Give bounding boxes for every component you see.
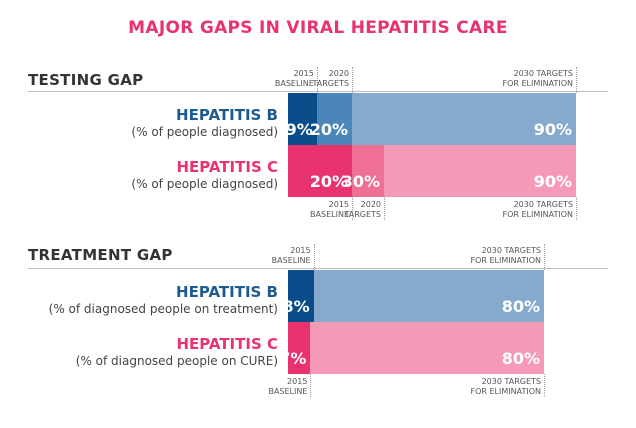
bar-value-label: 20% — [309, 120, 348, 139]
marker-label: 2020 TARGETS — [344, 200, 381, 220]
bar-value-label: 90% — [533, 120, 572, 139]
marker-label: 2020 TARGETS — [312, 69, 349, 89]
marker-tick — [310, 374, 312, 397]
marker-label: 2030 TARGETS FOR ELIMINATION — [471, 246, 542, 266]
marker-tick — [576, 67, 577, 93]
bar-value-label: 30% — [341, 172, 380, 191]
main-title: MAJOR GAPS IN VIRAL HEPATITIS CARE — [128, 18, 508, 38]
row-title: HEPATITIS C — [176, 335, 278, 353]
marker-line-text: 2020 — [328, 69, 349, 78]
marker-line-text: BASELINE — [274, 79, 314, 88]
bar-segment — [313, 270, 544, 322]
row-subtitle: (% of diagnosed people on CURE) — [75, 354, 278, 368]
bar-segment — [352, 145, 384, 197]
row-subtitle: (% of people diagnosed) — [131, 177, 278, 191]
marker-line-text: 2015 — [328, 200, 349, 209]
marker-label: 2030 TARGETS FOR ELIMINATION — [503, 69, 574, 89]
section-divider — [28, 91, 608, 92]
marker-line-text: BASELINE — [271, 256, 311, 265]
section-title: TREATMENT GAP — [28, 246, 173, 264]
bar-value-label: 90% — [533, 172, 572, 191]
bar-segment — [288, 93, 317, 145]
marker-tick — [576, 197, 577, 220]
marker-line-text: 2015 — [287, 377, 308, 386]
marker-tick — [384, 197, 385, 220]
section-divider — [28, 268, 608, 269]
bar-segment — [288, 145, 352, 197]
marker-line-text: FOR ELIMINATION — [470, 387, 542, 396]
section-title: TESTING GAP — [28, 71, 144, 89]
marker-line-text: FOR ELIMINATION — [502, 210, 574, 219]
bar-segment — [352, 93, 576, 145]
marker-line-text: TARGETS — [344, 210, 381, 219]
marker-label: 2030 TARGETS FOR ELIMINATION — [503, 200, 574, 220]
marker-line-text: BASELINE — [310, 210, 349, 219]
marker-line-text: 2030 TARGETS — [513, 200, 573, 209]
marker-line-text: FOR ELIMINATION — [502, 79, 574, 88]
marker-label: 2015 BASELINE — [310, 200, 349, 220]
marker-label: 2015 BASELINE — [275, 69, 314, 89]
bar-segment — [288, 270, 314, 322]
bar-value-label: 8% — [282, 297, 310, 316]
marker-tick — [544, 374, 545, 397]
row-subtitle: (% of diagnosed people on treatment) — [48, 302, 278, 316]
marker-line-text: BASELINE — [268, 387, 308, 396]
marker-tick — [352, 67, 353, 93]
bar-value-label: 9% — [285, 120, 313, 139]
bar-value-label: 80% — [501, 349, 540, 368]
bar-segment — [288, 322, 311, 374]
marker-label: 2030 TARGETS FOR ELIMINATION — [471, 377, 542, 397]
marker-tick — [544, 244, 545, 270]
marker-tick — [316, 67, 318, 93]
marker-line-text: 2030 TARGETS — [513, 69, 573, 78]
bar-segment — [384, 145, 576, 197]
bar-value-label: 7% — [279, 349, 307, 368]
marker-line-text: 2030 TARGETS — [481, 377, 541, 386]
marker-line-text: 2020 — [360, 200, 381, 209]
row-title: HEPATITIS B — [176, 283, 278, 301]
bar-value-label: 20% — [309, 172, 348, 191]
row-subtitle: (% of people diagnosed) — [131, 125, 278, 139]
marker-line-text: 2015 — [293, 69, 314, 78]
row-title: HEPATITIS C — [176, 158, 278, 176]
bar-segment — [310, 322, 544, 374]
row-title: HEPATITIS B — [176, 106, 278, 124]
marker-line-text: 2015 — [290, 246, 311, 255]
marker-tick — [352, 197, 353, 220]
marker-label: 2015 BASELINE — [272, 246, 311, 266]
marker-line-text: TARGETS — [312, 79, 349, 88]
bar-value-label: 80% — [501, 297, 540, 316]
marker-tick — [313, 244, 315, 270]
marker-label: 2015 BASELINE — [268, 377, 307, 397]
marker-line-text: FOR ELIMINATION — [470, 256, 542, 265]
bar-segment — [316, 93, 352, 145]
marker-line-text: 2030 TARGETS — [481, 246, 541, 255]
